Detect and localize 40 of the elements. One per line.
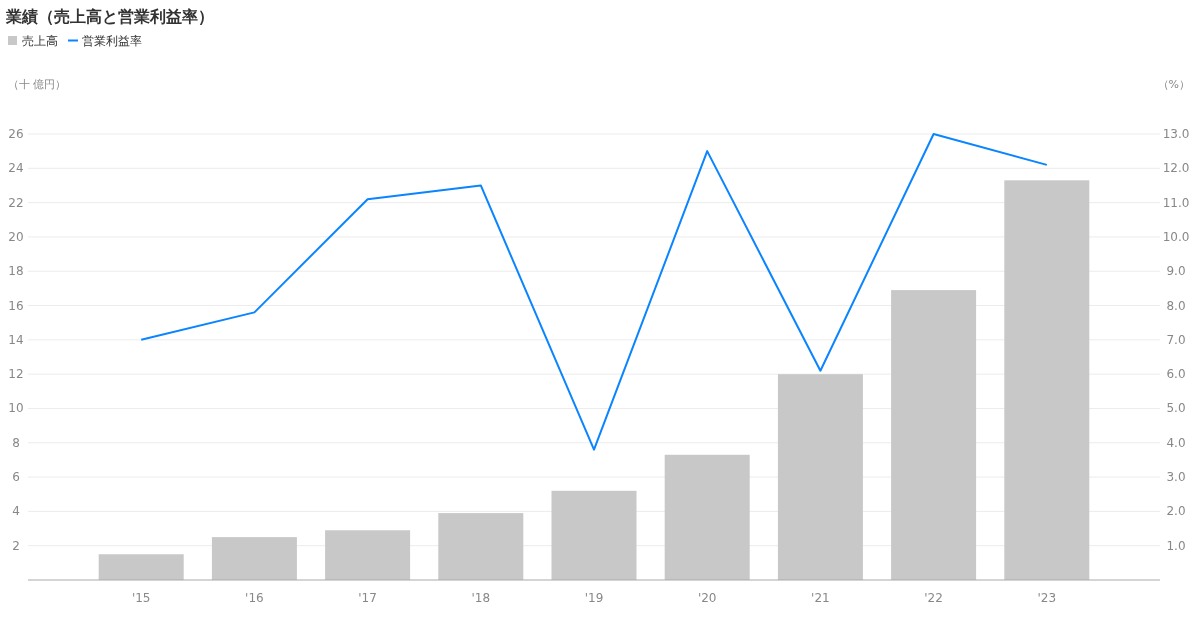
ytick: 26 [8, 127, 24, 141]
y2tick: 7.0 [1166, 332, 1186, 347]
y2tick: 3.0 [1166, 470, 1186, 485]
ytick: 14 [8, 332, 24, 347]
ytick: 18 [8, 264, 24, 279]
y2tick: 6.0 [1166, 367, 1186, 382]
title: 業績（売上高と営業利益率） [6, 7, 214, 26]
annotation: （十 億円） [8, 78, 67, 91]
xtick: '22 [924, 591, 943, 605]
legend: 売上高 [22, 34, 58, 48]
xtick: '21 [811, 591, 830, 605]
xtick: '19 [584, 591, 604, 605]
ytick: 6 [12, 470, 20, 485]
y2tick: 9.0 [1166, 264, 1186, 279]
legend: 営業利益率 [82, 34, 142, 48]
ytick: 4 [12, 504, 20, 519]
annotation: （%） [1157, 78, 1190, 91]
ytick: 16 [8, 298, 24, 313]
xtick: '16 [245, 591, 264, 605]
xtick: '23 [1037, 591, 1057, 605]
y2tick: 12.0 [1162, 161, 1190, 176]
y2tick: 4.0 [1166, 435, 1186, 450]
y2tick: 1.0 [1166, 538, 1186, 553]
ytick: 10 [8, 401, 24, 416]
xtick: '20 [697, 591, 717, 605]
y2tick: 8.0 [1166, 298, 1186, 313]
y2tick: 5.0 [1166, 401, 1186, 416]
xtick: '18 [471, 591, 491, 605]
xtick: '15 [131, 591, 151, 605]
xtick: '17 [358, 591, 377, 605]
ytick: 24 [8, 161, 24, 176]
ytick: 22 [8, 195, 24, 210]
ytick: 8 [12, 435, 20, 450]
y2tick: 13.0 [1162, 127, 1190, 141]
ytick: 2 [12, 538, 20, 553]
ytick: 20 [8, 229, 24, 244]
ytick: 12 [8, 367, 24, 382]
y2tick: 10.0 [1162, 229, 1190, 244]
y2tick: 2.0 [1166, 504, 1186, 519]
y2tick: 11.0 [1162, 195, 1190, 210]
